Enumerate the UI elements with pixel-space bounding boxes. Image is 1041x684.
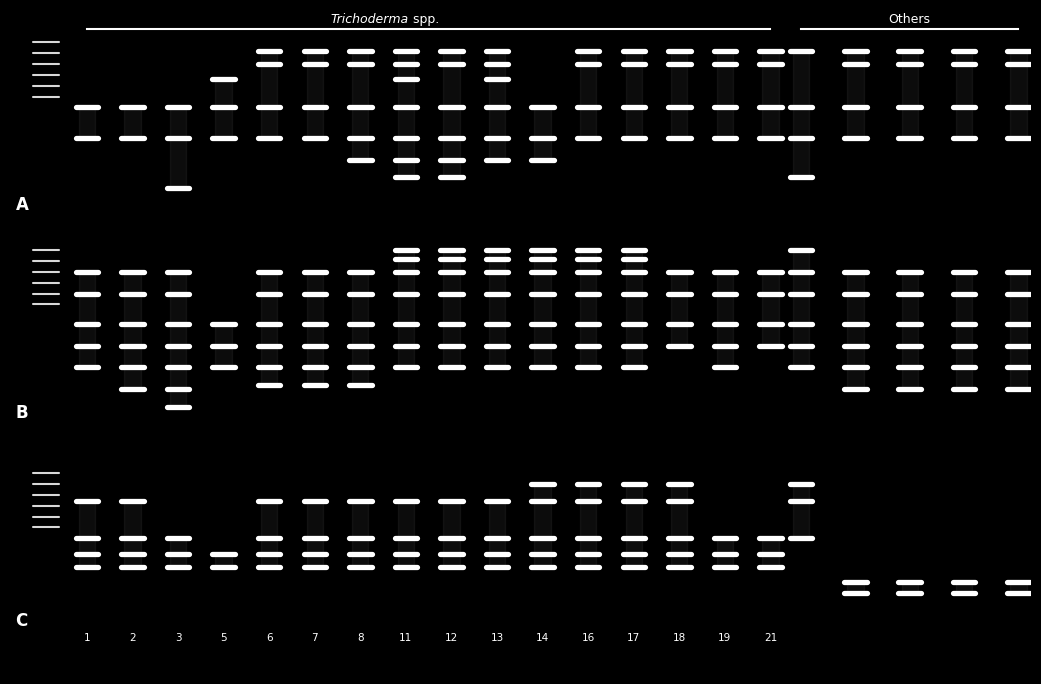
Text: 13: 13: [490, 633, 504, 643]
Text: 1: 1: [83, 633, 91, 643]
Text: 14: 14: [536, 633, 550, 643]
Text: A: A: [16, 196, 28, 214]
Text: Trichoderma: Trichoderma: [330, 13, 408, 26]
Text: 7: 7: [311, 633, 319, 643]
Text: spp.: spp.: [409, 13, 439, 26]
Text: C: C: [16, 611, 28, 629]
Text: 8: 8: [357, 633, 363, 643]
Text: 21: 21: [764, 633, 777, 643]
Text: 16: 16: [582, 633, 594, 643]
Text: 17: 17: [627, 633, 640, 643]
Text: 19: 19: [718, 633, 732, 643]
Text: 18: 18: [672, 633, 686, 643]
Text: Others: Others: [889, 13, 931, 26]
Text: B: B: [16, 404, 28, 422]
Text: 2: 2: [129, 633, 135, 643]
Text: 11: 11: [400, 633, 412, 643]
Text: 3: 3: [175, 633, 181, 643]
Text: 6: 6: [265, 633, 273, 643]
Text: 12: 12: [445, 633, 458, 643]
Text: 5: 5: [221, 633, 227, 643]
